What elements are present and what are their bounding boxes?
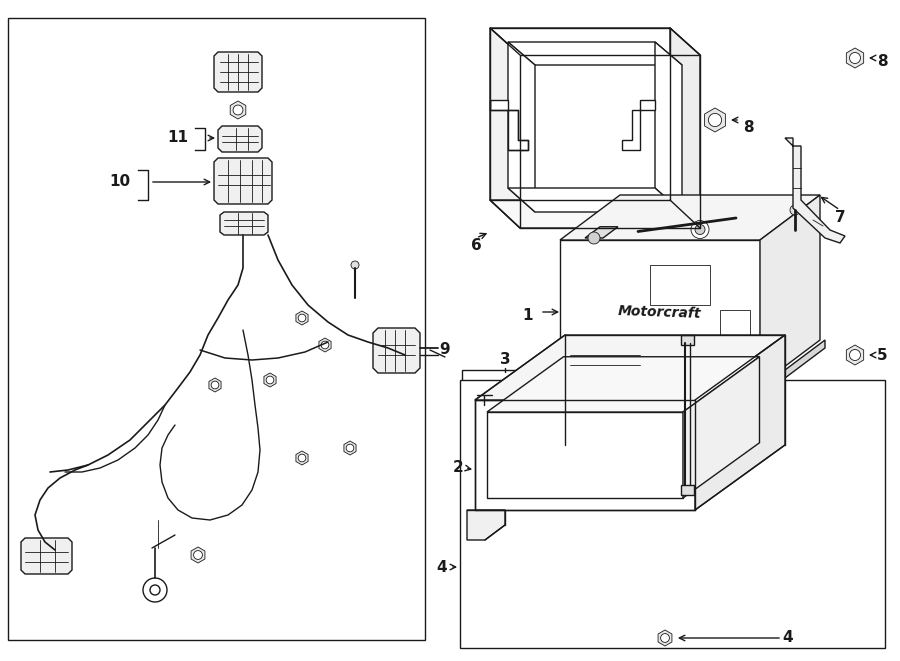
Polygon shape	[508, 42, 682, 65]
Circle shape	[321, 341, 328, 349]
Circle shape	[532, 427, 542, 437]
Circle shape	[266, 376, 274, 384]
Polygon shape	[296, 451, 308, 465]
Polygon shape	[475, 335, 785, 400]
Text: 4: 4	[436, 559, 447, 574]
Polygon shape	[622, 100, 655, 150]
Bar	[462, 370, 567, 460]
Circle shape	[143, 578, 167, 602]
Bar	[720, 310, 750, 345]
Bar	[681, 335, 694, 345]
Polygon shape	[846, 48, 864, 68]
Polygon shape	[218, 126, 262, 152]
Polygon shape	[230, 101, 246, 119]
Polygon shape	[695, 335, 785, 510]
Circle shape	[691, 221, 709, 239]
Text: 8: 8	[877, 54, 887, 69]
Polygon shape	[490, 28, 700, 55]
Text: 10: 10	[110, 175, 130, 190]
Circle shape	[661, 634, 670, 642]
Polygon shape	[344, 441, 356, 455]
Polygon shape	[475, 400, 695, 510]
Bar	[681, 485, 694, 495]
Polygon shape	[529, 423, 544, 441]
Polygon shape	[490, 100, 528, 150]
Polygon shape	[296, 311, 308, 325]
Circle shape	[708, 114, 722, 127]
Polygon shape	[585, 227, 618, 238]
Polygon shape	[670, 28, 700, 228]
Text: 8: 8	[742, 120, 753, 136]
Polygon shape	[509, 403, 525, 421]
Polygon shape	[264, 373, 276, 387]
Circle shape	[850, 52, 860, 63]
Polygon shape	[214, 52, 262, 92]
Circle shape	[588, 232, 600, 244]
Polygon shape	[490, 28, 520, 228]
Text: 2: 2	[452, 461, 463, 475]
Circle shape	[298, 314, 306, 322]
Text: 5: 5	[877, 348, 887, 362]
Polygon shape	[209, 378, 221, 392]
Polygon shape	[555, 385, 765, 393]
Bar	[460, 380, 885, 648]
Polygon shape	[467, 510, 505, 540]
Polygon shape	[487, 412, 683, 498]
Polygon shape	[560, 240, 760, 385]
Bar	[8, 18, 425, 640]
Text: 1: 1	[523, 307, 533, 323]
Polygon shape	[705, 108, 725, 132]
Circle shape	[790, 205, 800, 215]
Polygon shape	[21, 538, 72, 574]
Circle shape	[512, 407, 522, 417]
Polygon shape	[683, 357, 760, 498]
Polygon shape	[220, 212, 268, 235]
Polygon shape	[373, 328, 420, 373]
Text: 3: 3	[500, 352, 510, 368]
Circle shape	[194, 551, 202, 559]
Text: 6: 6	[471, 237, 482, 253]
Polygon shape	[508, 42, 535, 212]
Circle shape	[212, 381, 219, 389]
Polygon shape	[760, 195, 820, 385]
Text: 4: 4	[782, 631, 793, 646]
Polygon shape	[655, 42, 682, 212]
Polygon shape	[560, 195, 820, 240]
Polygon shape	[508, 188, 682, 212]
Polygon shape	[191, 547, 205, 563]
Circle shape	[477, 405, 491, 419]
Circle shape	[298, 454, 306, 462]
Polygon shape	[658, 630, 672, 646]
Circle shape	[351, 261, 359, 269]
Circle shape	[695, 225, 705, 235]
Circle shape	[850, 350, 860, 360]
Polygon shape	[490, 200, 700, 228]
Polygon shape	[487, 357, 760, 412]
Polygon shape	[319, 338, 331, 352]
Text: 7: 7	[834, 210, 845, 225]
Polygon shape	[765, 340, 825, 393]
Text: 11: 11	[167, 130, 188, 145]
Polygon shape	[785, 138, 845, 243]
Circle shape	[150, 585, 160, 595]
Text: 9: 9	[440, 342, 450, 358]
Polygon shape	[214, 158, 272, 204]
Circle shape	[233, 105, 243, 115]
Bar	[650, 265, 710, 305]
Polygon shape	[846, 345, 864, 365]
Text: Motorcraft: Motorcraft	[618, 303, 702, 321]
Circle shape	[346, 444, 354, 452]
